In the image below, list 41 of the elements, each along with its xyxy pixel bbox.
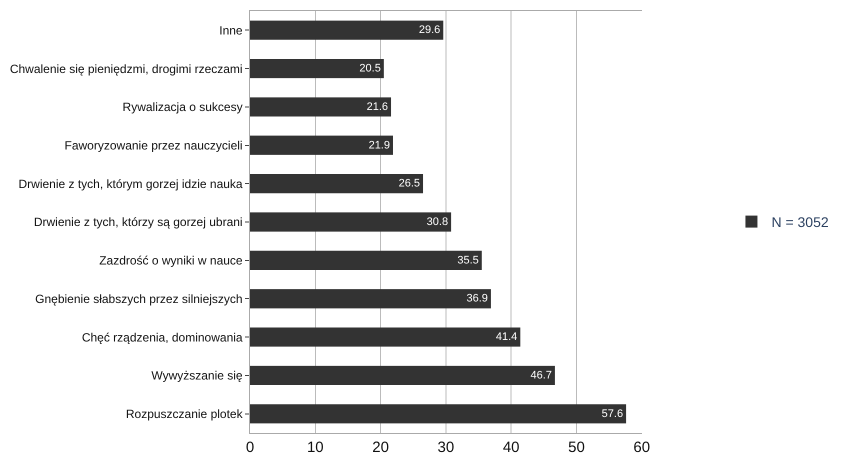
y-tick-label: Inne — [219, 23, 243, 38]
data-label: 35.5 — [457, 254, 479, 266]
data-label: 57.6 — [602, 408, 624, 420]
x-tick-label: 30 — [438, 439, 454, 456]
y-tick-label: Faworyzowanie przez nauczycieli — [64, 138, 243, 152]
data-label: 21.9 — [368, 139, 390, 152]
x-tick-label: 0 — [246, 439, 254, 456]
data-label: 26.5 — [398, 178, 420, 190]
bar — [250, 212, 452, 232]
bar — [250, 136, 393, 155]
bar — [250, 174, 424, 194]
bar — [250, 58, 384, 78]
bar — [250, 289, 491, 308]
y-tick-label: Zazdrość o wyniki w nauce — [99, 254, 243, 268]
y-tick-label: Gnębienie słabszych przez silniejszych — [35, 292, 243, 306]
bar — [250, 328, 520, 347]
bar — [250, 366, 555, 386]
y-tick-label: Drwienie z tych, którym gorzej idzie nauka — [18, 176, 243, 191]
legend-label: N = 3052 — [771, 214, 829, 230]
bar — [250, 20, 444, 40]
x-tick-label: 60 — [633, 439, 650, 456]
data-label: 36.9 — [466, 292, 488, 305]
y-tick-label: Wywyższanie się — [151, 368, 243, 383]
data-label: 29.6 — [418, 24, 440, 36]
bar — [250, 404, 626, 424]
x-tick-label: 40 — [502, 439, 520, 456]
data-label: 30.8 — [426, 216, 448, 228]
x-tick-label: 20 — [372, 439, 389, 456]
x-tick-label: 10 — [306, 439, 324, 456]
data-label: 41.4 — [496, 331, 518, 344]
data-label: 46.7 — [530, 369, 552, 382]
x-tick-label: 50 — [568, 439, 585, 456]
bar — [250, 97, 392, 116]
y-tick-label: Chwalenie się pieniędzmi, drogimi rzeczami — [10, 62, 243, 76]
y-tick-label: Rywalizacja o sukcesy — [122, 100, 243, 114]
y-tick-label: Rozpuszczanie plotek — [126, 407, 244, 422]
y-tick-label: Drwienie z tych, którzy są gorzej ubrani — [34, 215, 243, 230]
data-label: 20.5 — [359, 62, 381, 75]
data-label: 21.6 — [366, 100, 388, 113]
bar — [250, 250, 482, 270]
y-tick-label: Chęć rządzenia, dominowania — [82, 330, 243, 344]
